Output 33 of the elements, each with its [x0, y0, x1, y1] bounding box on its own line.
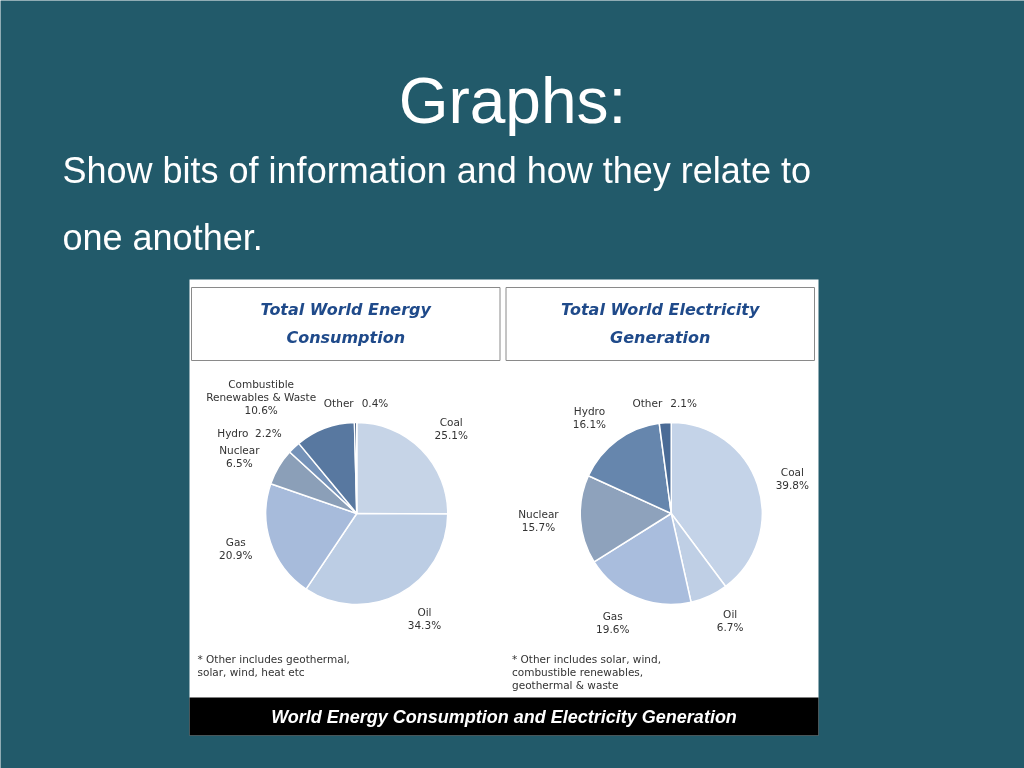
data-label: 0.4%: [361, 396, 389, 409]
data-label: 20.9%: [219, 549, 253, 562]
slice-label: Nuclear: [518, 508, 560, 521]
slice-label: Gas: [225, 536, 246, 549]
slice-label: Other: [323, 396, 355, 409]
chart-title: Total World Electricity Generation: [561, 300, 760, 347]
data-label: 16.1%: [572, 418, 607, 431]
text: Graphs:: [398, 64, 627, 137]
text: Show bits of information and how they relate to one another.: [62, 150, 811, 258]
data-label: 2.1%: [670, 396, 697, 409]
slice-label: Hydro: [573, 405, 606, 418]
slice-label: Combustible Renewables & Waste: [206, 377, 317, 403]
slice-label: Hydro: [217, 427, 249, 440]
slice-label: Oil: [723, 608, 738, 621]
data-label: 15.7%: [521, 521, 556, 534]
text: * Other includes solar, wind, combustible renewables, geothermal & waste: [512, 652, 661, 691]
slice-label: Nuclear: [219, 444, 261, 457]
text: * Other includes geothermal, solar, wind, heat etc: [197, 652, 350, 678]
slice-label: Gas: [602, 609, 623, 622]
data-label: 2.2%: [255, 427, 282, 440]
slice-label: Other: [632, 396, 663, 409]
chart-title: Total World Energy Consumption: [260, 300, 432, 347]
text: World Energy Consumption and Electricity Generation: [271, 706, 737, 727]
data-label: 6.5%: [226, 457, 253, 470]
data-label: 19.6%: [596, 622, 630, 635]
slice-label: Coal: [439, 416, 463, 429]
data-label: 6.7%: [716, 621, 744, 634]
data-label: 10.6%: [244, 403, 278, 416]
data-label: 25.1%: [434, 429, 468, 442]
data-label: 39.8%: [775, 479, 810, 492]
slice-label: Coal: [780, 466, 804, 479]
slice-label: Oil: [417, 605, 432, 618]
data-label: 34.3%: [407, 618, 442, 631]
